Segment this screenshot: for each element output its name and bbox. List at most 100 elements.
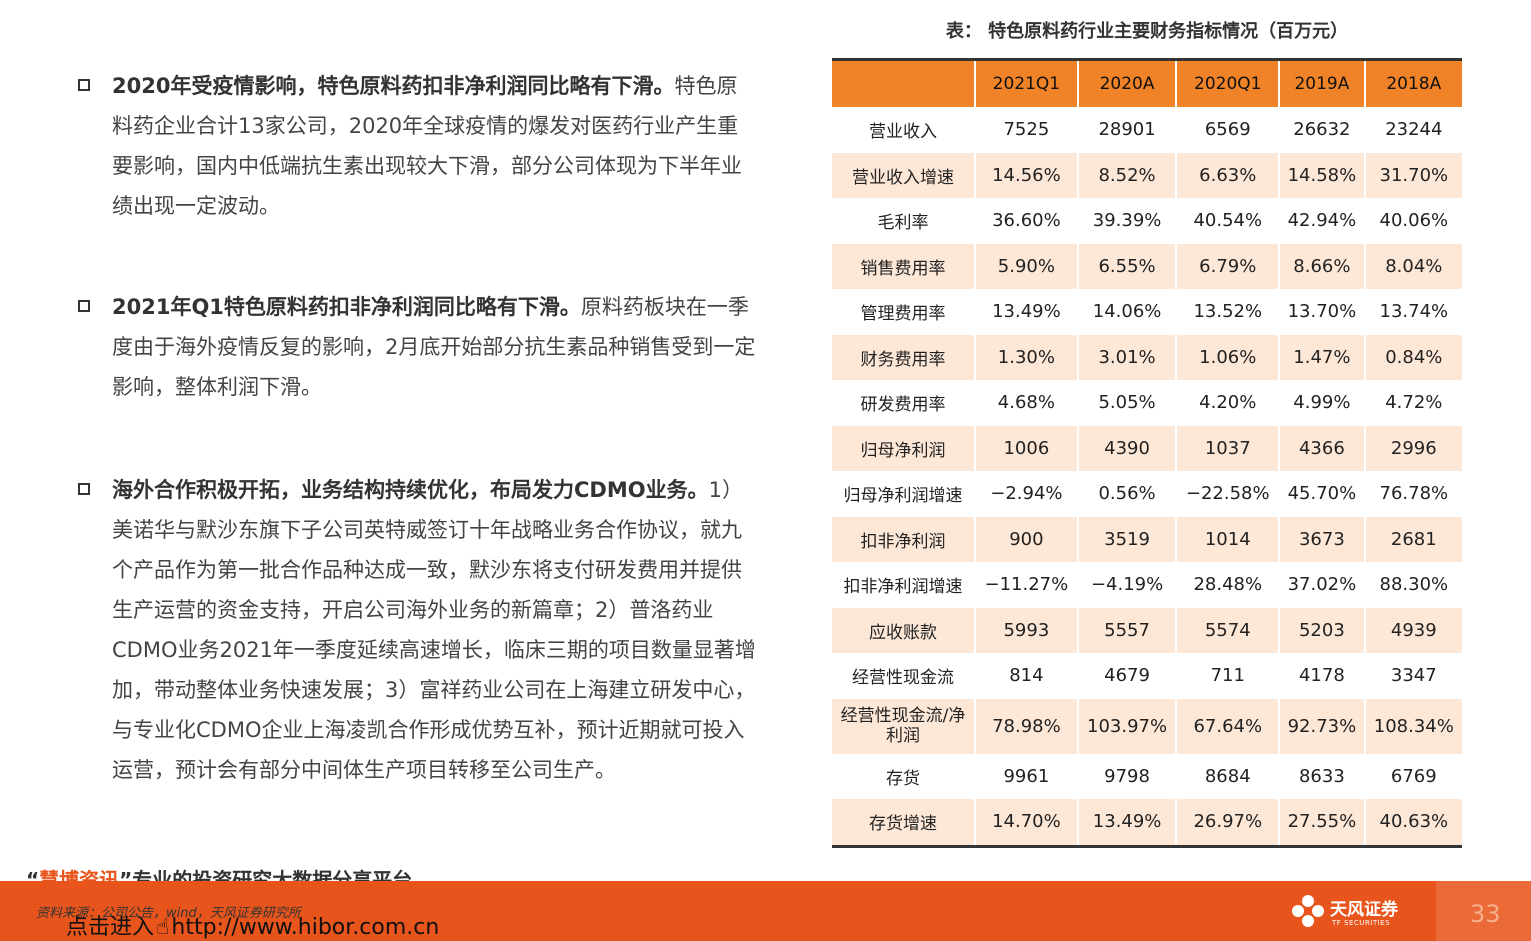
- value-cell: 14.06%: [1079, 289, 1178, 335]
- value-cell: 40.63%: [1365, 799, 1462, 845]
- value-cell: 8.04%: [1365, 243, 1462, 289]
- value-cell: 6.63%: [1177, 152, 1281, 198]
- value-cell: 88.30%: [1379, 574, 1449, 596]
- bullet-item: 2021年Q1特色原料药扣非净利润同比略有下滑。原料药板块在一季度由于海外疫情反…: [76, 287, 756, 407]
- row-label-cell: 归母净利润增速: [832, 471, 976, 517]
- value-cell: 2681: [1365, 516, 1462, 562]
- row-label-cell: 存货: [832, 753, 976, 799]
- value-cell: 6.79%: [1177, 243, 1281, 289]
- value-cell: −11.27%: [976, 562, 1079, 608]
- row-label-cell: 研发费用率: [832, 380, 976, 426]
- value-cell: 4679: [1079, 653, 1178, 699]
- table-header-row: 2021Q1 2020A 2020Q1 2019A 2018A: [832, 61, 1462, 107]
- value-cell: 42.94%: [1280, 198, 1366, 244]
- table-row: 扣非净利润增速 −11.27% −4.19% 28.48% 37.02% 88.30%: [832, 562, 1462, 608]
- value-cell: 8684: [1177, 753, 1281, 799]
- value-cell: −22.58%: [1177, 471, 1281, 517]
- logo-text: 天风证券: [1330, 900, 1398, 920]
- value-cell: 92.73%: [1280, 698, 1366, 754]
- value-cell: 39.39%: [1079, 198, 1178, 244]
- value-cell: 4.68%: [976, 380, 1079, 426]
- value-cell: 1006: [976, 425, 1079, 471]
- value-cell: 13.74%: [1379, 301, 1449, 323]
- checkbox-bullet-icon: [78, 79, 90, 91]
- row-label-cell: 营业收入: [832, 107, 976, 153]
- source-note: 资料来源：公司公告，wind，天风证券研究所: [36, 906, 301, 921]
- table-row: 毛利率 36.60% 39.39% 40.54% 42.94% 40.06%: [832, 198, 1462, 244]
- value-cell: 5203: [1280, 607, 1366, 653]
- value-cell: 23244: [1385, 119, 1443, 141]
- value-cell: 4.99%: [1280, 380, 1366, 426]
- value-cell: 3.01%: [1078, 334, 1178, 380]
- value-cell: 4.20%: [1177, 380, 1281, 426]
- value-cell: 4939: [1365, 607, 1462, 653]
- value-cell: 9798: [1079, 753, 1178, 799]
- value-cell: 14.70%: [976, 799, 1079, 845]
- value-cell: 67.64%: [1177, 698, 1281, 754]
- value-cell: 13.49%: [976, 289, 1079, 335]
- table-row: 经营性现金流 814 4679 711 4178 3347: [832, 653, 1462, 699]
- value-cell: 40.06%: [1379, 210, 1449, 232]
- bullet-body: 特色原料药企业合计13家公司，2020年全球疫情的爆发对医药行业产生重要影响，国…: [112, 74, 742, 218]
- value-cell: 5574: [1177, 607, 1281, 653]
- table-row: 经营性现金流/净利润 78.98% 103.97% 67.64% 92.73% 108.3…: [832, 698, 1462, 754]
- bullet-heading: 海外合作积极开拓，业务结构持续优化，布局发力CDMO业务。: [112, 478, 709, 502]
- pinwheel-logo-icon: [1292, 895, 1324, 927]
- value-cell: 36.60%: [976, 198, 1079, 244]
- value-cell: 4390: [1078, 425, 1178, 471]
- value-cell: 4.72%: [1385, 392, 1443, 414]
- value-cell: 1014: [1177, 516, 1281, 562]
- bullet-item: 海外合作积极开拓，业务结构持续优化，布局发力CDMO业务。1）美诺华与默沙东旗下…: [76, 470, 756, 790]
- logo-subtext: TF SECURITIES: [1332, 919, 1391, 927]
- value-cell: 1.06%: [1177, 334, 1281, 380]
- pointer-hand-icon: ☝: [156, 915, 170, 940]
- value-cell: 3519: [1078, 516, 1178, 562]
- checkbox-bullet-icon: [78, 483, 90, 495]
- value-cell: 0.84%: [1365, 334, 1462, 380]
- value-cell: 3673: [1280, 516, 1366, 562]
- value-cell: 13.52%: [1177, 289, 1281, 335]
- table-row: 归母净利润 1006 4390 1037 4366 2996: [832, 425, 1462, 471]
- table-row: 销售费用率 5.90% 6.55% 6.79% 8.66% 8.04%: [832, 243, 1462, 289]
- value-cell: 26.97%: [1177, 799, 1281, 845]
- table-row: 存货增速 14.70% 13.49% 26.97% 27.55% 40.63%: [832, 799, 1462, 845]
- table-caption: 表： 特色原料药行业主要财务指标情况（百万元）: [945, 21, 1349, 42]
- hibor-link[interactable]: 点击进入☝http://www.hibor.com.cn: [66, 909, 439, 941]
- table-row: 营业收入增速 14.56% 8.52% 6.63% 14.58% 31.70%: [832, 152, 1462, 198]
- value-cell: 14.58%: [1280, 152, 1366, 198]
- value-cell: 26632: [1280, 107, 1366, 153]
- value-cell: 1.47%: [1280, 334, 1366, 380]
- header-cell: 2021Q1: [976, 61, 1079, 107]
- value-cell: 76.78%: [1379, 483, 1449, 505]
- value-cell: 8.66%: [1280, 243, 1366, 289]
- value-cell: 6569: [1177, 107, 1281, 153]
- header-cell: 2020A: [1078, 61, 1178, 107]
- value-cell: 8633: [1280, 753, 1366, 799]
- value-cell: 1037: [1177, 425, 1281, 471]
- row-label-cell: 扣非净利润: [832, 516, 976, 562]
- value-cell: −4.19%: [1079, 562, 1178, 608]
- value-cell: 108.34%: [1365, 698, 1462, 754]
- table-row: 管理费用率 13.49% 14.06% 13.52% 13.70% 13.74%: [832, 289, 1462, 335]
- value-cell: 28.48%: [1177, 562, 1281, 608]
- value-cell: 103.97%: [1078, 698, 1178, 754]
- bullet-body: 原料药板块在一季度由于海外疫情反复的影响，2月底开始部分抗生素品种销售受到一定影…: [112, 295, 756, 399]
- value-cell: 1.30%: [976, 334, 1079, 380]
- row-label-cell: 应收账款: [832, 607, 976, 653]
- value-cell: 78.98%: [976, 698, 1079, 754]
- value-cell: 5.05%: [1079, 380, 1178, 426]
- table-row: 应收账款 5993 5557 5574 5203 4939: [832, 607, 1462, 653]
- value-cell: 711: [1177, 653, 1281, 699]
- table-body: 营业收入 7525 28901 6569 26632 23244 营业收入增速 14.56% 8…: [832, 107, 1462, 845]
- row-label-cell: 财务费用率: [832, 334, 976, 380]
- row-label-cell: 经营性现金流: [832, 653, 976, 699]
- row-label-cell: 管理费用率: [832, 289, 976, 335]
- table-row: 归母净利润增速 −2.94% 0.56% −22.58% 45.70% 76.78%: [832, 471, 1462, 517]
- bullet-heading: 2020年受疫情影响，特色原料药扣非净利润同比略有下滑。: [112, 74, 675, 98]
- value-cell: 5993: [976, 607, 1079, 653]
- value-cell: 2996: [1365, 425, 1462, 471]
- header-cell: 2019A: [1280, 61, 1366, 107]
- value-cell: 9961: [976, 753, 1079, 799]
- value-cell: 8.52%: [1078, 152, 1178, 198]
- value-cell: 900: [976, 516, 1079, 562]
